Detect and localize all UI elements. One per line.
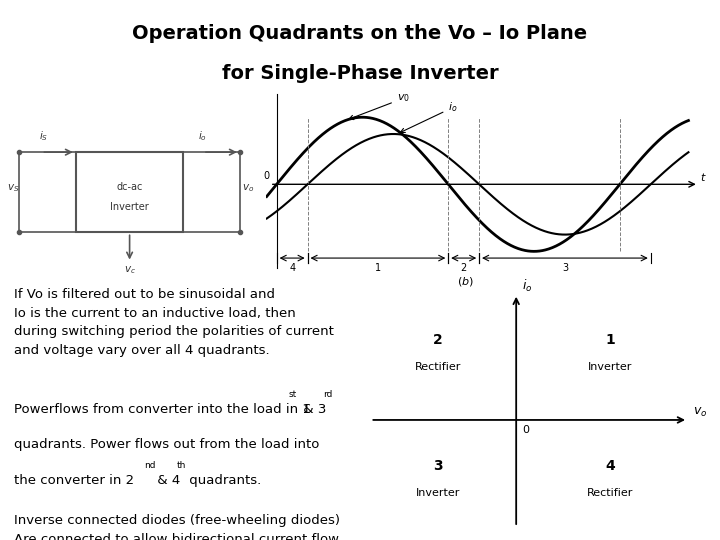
- Text: $t$: $t$: [701, 171, 707, 183]
- Text: quadrants. Power flows out from the load into: quadrants. Power flows out from the load…: [14, 438, 320, 451]
- Text: Inverse connected diodes (free-wheeling diodes)
Are connected to allow bidirecti: Inverse connected diodes (free-wheeling …: [14, 514, 342, 540]
- Text: If Vo is filtered out to be sinusoidal and
Io is the current to an inductive loa: If Vo is filtered out to be sinusoidal a…: [14, 288, 334, 357]
- Text: Inverter: Inverter: [416, 488, 460, 498]
- Text: Operation Quadrants on the Vo – Io Plane: Operation Quadrants on the Vo – Io Plane: [132, 24, 588, 43]
- Text: the converter in 2: the converter in 2: [14, 474, 134, 487]
- Text: 2: 2: [461, 264, 467, 273]
- Text: nd: nd: [144, 461, 156, 470]
- Text: for Single-Phase Inverter: for Single-Phase Inverter: [222, 64, 498, 83]
- Text: dc-ac: dc-ac: [117, 183, 143, 192]
- Text: $v_c$: $v_c$: [124, 265, 135, 276]
- Text: Inverter: Inverter: [110, 202, 149, 212]
- Text: 3: 3: [433, 458, 443, 472]
- Text: Powerflows from converter into the load in 1: Powerflows from converter into the load …: [14, 403, 311, 416]
- Text: & 3: & 3: [300, 403, 327, 416]
- Text: $(b)$: $(b)$: [457, 275, 474, 288]
- Text: $v_S$: $v_S$: [7, 182, 19, 193]
- Text: 1: 1: [605, 333, 615, 347]
- Text: 2: 2: [433, 333, 443, 347]
- Text: $v_o$: $v_o$: [242, 182, 254, 193]
- Text: $i_o$: $i_o$: [523, 278, 533, 294]
- Text: rd: rd: [323, 390, 333, 399]
- Text: quadrants.: quadrants.: [185, 474, 261, 487]
- Text: 1: 1: [375, 264, 381, 273]
- Text: th: th: [176, 461, 186, 470]
- Text: 4: 4: [605, 458, 615, 472]
- Text: $v_0$: $v_0$: [349, 92, 410, 119]
- Text: & 4: & 4: [153, 474, 180, 487]
- Text: 0: 0: [264, 171, 270, 181]
- Bar: [76, 152, 184, 232]
- Text: 0: 0: [523, 426, 529, 435]
- Text: Inverter: Inverter: [588, 362, 632, 372]
- Text: st: st: [289, 390, 297, 399]
- Text: 4: 4: [289, 264, 295, 273]
- Text: $i_o$: $i_o$: [400, 100, 458, 132]
- Text: $i_o$: $i_o$: [198, 130, 207, 144]
- Text: Rectifier: Rectifier: [587, 488, 633, 498]
- Text: Rectifier: Rectifier: [415, 362, 462, 372]
- Text: 3: 3: [562, 264, 568, 273]
- Text: $i_S$: $i_S$: [39, 130, 48, 144]
- Text: $v_o$: $v_o$: [693, 407, 708, 420]
